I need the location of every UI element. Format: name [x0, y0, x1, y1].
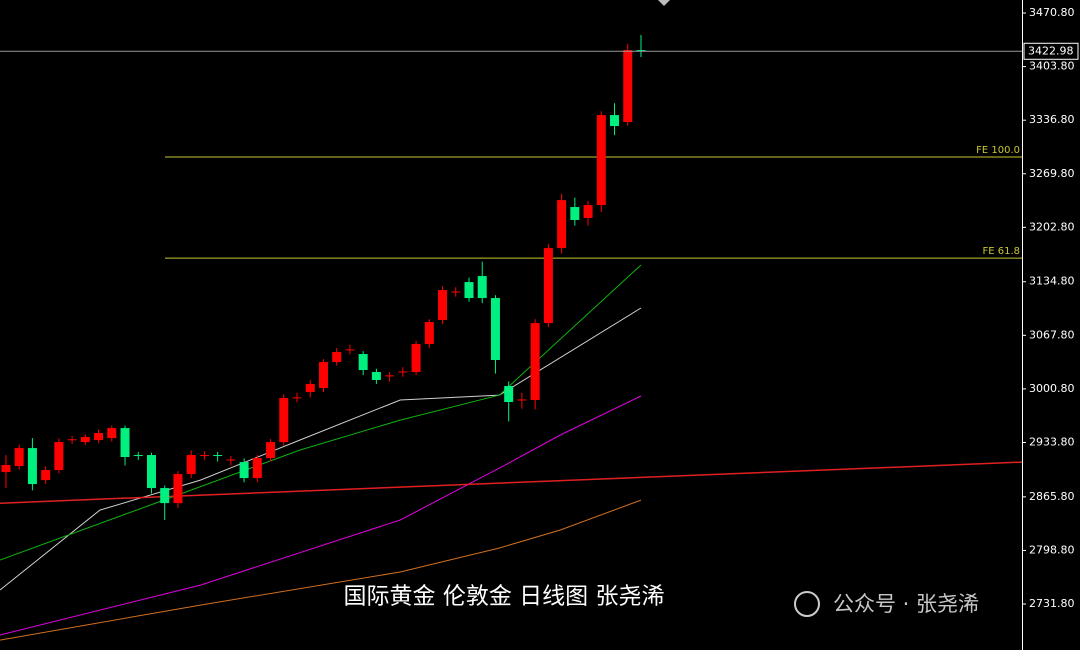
candle-body	[490, 298, 500, 361]
candle-body	[385, 375, 395, 377]
candle-body	[477, 276, 487, 299]
y-tick-label: 3000.80	[1029, 382, 1075, 395]
y-tick-label: 3336.80	[1029, 113, 1075, 126]
candle-body	[173, 474, 183, 504]
y-tick-label: 3067.80	[1029, 328, 1075, 341]
candle-body	[213, 455, 223, 457]
candle-body	[517, 399, 527, 401]
candle-body	[583, 205, 593, 218]
candle-body	[266, 442, 276, 459]
caption: 国际黄金 伦敦金 日线图 张尧浠	[344, 584, 665, 610]
candle-body	[504, 386, 514, 403]
candle-body	[252, 458, 262, 479]
candle-body	[411, 344, 421, 373]
candle-body	[424, 322, 434, 345]
candle-body	[530, 323, 540, 401]
candle-body	[332, 352, 342, 363]
indicator-line	[0, 499, 642, 641]
candle-body	[27, 448, 37, 485]
candle-body	[239, 462, 249, 479]
candle-body	[371, 372, 381, 381]
y-tick-label: 3470.80	[1029, 6, 1075, 19]
candle-body	[398, 371, 408, 373]
y-tick-label: 3202.80	[1029, 220, 1075, 233]
candle-body	[305, 384, 315, 393]
y-tick-label: 2798.80	[1029, 543, 1075, 556]
y-tick-label: 2933.80	[1029, 435, 1075, 448]
y-tick-label: 3269.80	[1029, 167, 1075, 180]
candle-body	[199, 455, 209, 457]
fib-label: FE 61.8	[982, 246, 1020, 257]
candle-body	[438, 290, 448, 321]
candle-body	[279, 398, 289, 443]
candle-body	[464, 282, 474, 299]
candle-body	[557, 200, 567, 249]
indicator-line	[0, 461, 1023, 504]
candle-body	[345, 349, 355, 351]
candle-body	[120, 428, 130, 458]
watermark: 公众号 · 张尧浠	[833, 592, 979, 616]
candle-body	[146, 455, 156, 489]
candle-body	[41, 470, 51, 481]
y-tick-label: 3134.80	[1029, 275, 1075, 288]
candle-body	[94, 433, 104, 441]
fib-label: FE 100.0	[976, 145, 1020, 156]
candle-body	[160, 488, 170, 504]
indicator-line	[0, 395, 642, 636]
candle-body	[318, 362, 328, 389]
y-tick-label: 3403.80	[1029, 60, 1075, 73]
candle-body	[186, 455, 196, 475]
candle-body	[358, 354, 368, 371]
candle-body	[636, 50, 646, 52]
candle-body	[54, 442, 64, 471]
y-tick-label: 2865.80	[1029, 490, 1075, 503]
candle-body	[80, 437, 90, 443]
candle-body	[133, 455, 143, 457]
candle-body	[14, 448, 24, 467]
watermark-icon	[794, 591, 820, 617]
price-label: 3422.98	[1028, 44, 1074, 57]
candle-body	[1, 465, 11, 473]
candle-body	[107, 428, 117, 439]
scroll-marker	[658, 0, 670, 6]
candle-body	[623, 50, 633, 123]
candle-body	[570, 207, 580, 220]
candle-body	[543, 248, 553, 324]
candle-body	[292, 397, 302, 399]
price-box	[1023, 42, 1079, 60]
candle-body	[610, 115, 620, 127]
candle-body	[67, 439, 77, 441]
indicator-line	[0, 264, 642, 561]
candle-body	[596, 115, 606, 206]
y-tick-label: 2731.80	[1029, 597, 1075, 610]
candle-body	[451, 291, 461, 293]
candle-body	[226, 459, 236, 461]
